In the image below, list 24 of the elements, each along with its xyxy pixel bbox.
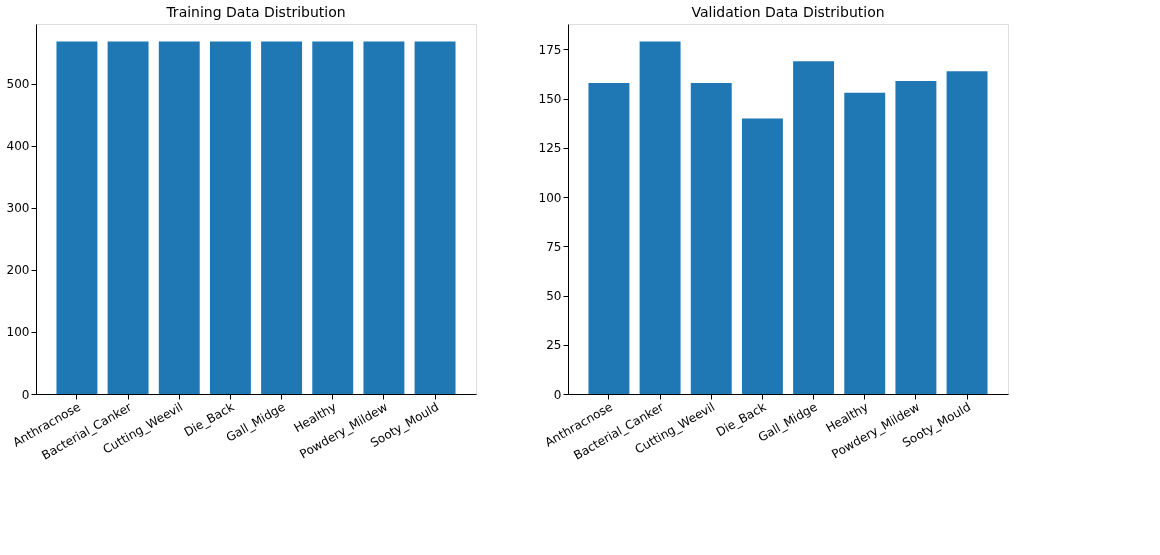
chart-title: Training Data Distribution [165, 4, 346, 20]
bar [793, 61, 835, 394]
y-tick-label: 125 [538, 141, 562, 156]
y-tick-label: 200 [6, 263, 30, 278]
y-tick-label: 500 [6, 77, 30, 92]
y-tick-label: 50 [546, 289, 562, 304]
bar [741, 118, 783, 394]
y-tick-label: 100 [538, 190, 562, 205]
chart-title: Validation Data Distribution [691, 4, 885, 20]
y-tick-label: 400 [6, 139, 30, 154]
bar [844, 92, 886, 394]
y-tick-label: 150 [538, 92, 562, 107]
bar [639, 41, 681, 394]
bar [588, 82, 630, 394]
y-tick-label: 175 [538, 42, 562, 57]
y-tick-label: 100 [6, 325, 30, 340]
y-tick-label: 25 [546, 338, 562, 353]
y-tick-label: 0 [553, 387, 562, 402]
y-tick-label: 300 [6, 201, 30, 216]
y-tick-label: 0 [21, 387, 30, 402]
bar [895, 80, 937, 394]
y-tick-label: 75 [546, 239, 562, 254]
bar [946, 71, 988, 394]
bar [690, 82, 732, 394]
